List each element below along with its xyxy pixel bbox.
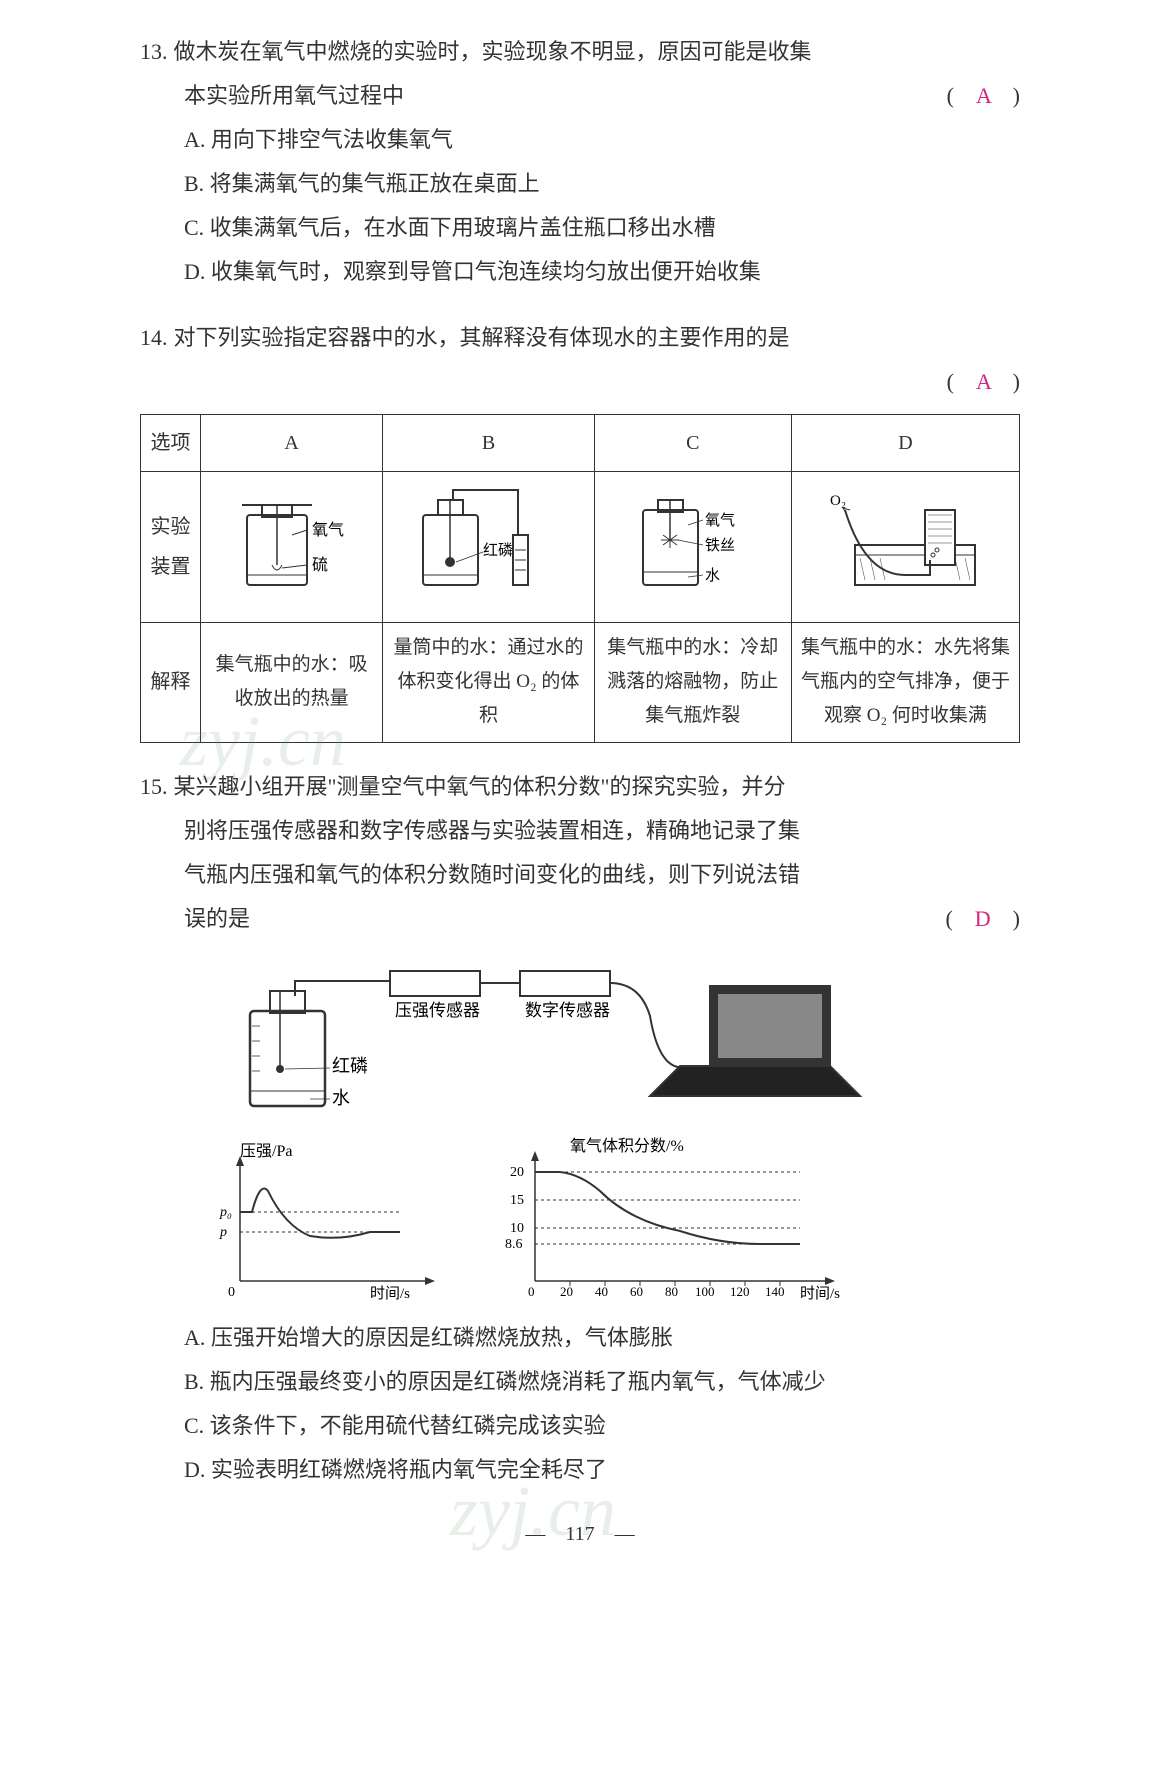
label-iron: 铁丝 — [705, 537, 735, 554]
q15-line1: 某兴趣小组开展"测量空气中氧气的体积分数"的探究实验，并分 — [174, 765, 1021, 809]
q15-choice-d: D. 实验表明红磷燃烧将瓶内氧气完全耗尽了 — [184, 1448, 1020, 1492]
xlabel-time2: 时间/s — [800, 1285, 840, 1302]
explain-d: 集气瓶中的水：水先将集气瓶内的空气排净，便于观察 O₂ 何时收集满 — [791, 623, 1019, 743]
xtick-60: 60 — [630, 1284, 643, 1299]
flask-phosphorus-icon: 红磷 — [398, 480, 578, 600]
q13-line2: 本实验所用氧气过程中 — [184, 74, 404, 118]
diagram-b: 红磷 — [383, 472, 594, 623]
explain-a: 集气瓶中的水：吸收放出的热量 — [201, 623, 383, 743]
label-sulfur: 硫 — [312, 556, 328, 574]
th-d: D — [791, 415, 1019, 472]
table-explanation-row: 解释 集气瓶中的水：吸收放出的热量 量筒中的水：通过水的体积变化得出 O₂ 的体… — [141, 623, 1020, 743]
ylabel-pressure: 压强/Pa — [240, 1143, 292, 1160]
th-a: A — [201, 415, 383, 472]
label-oxygen: 氧气 — [312, 521, 344, 539]
question-14: 14. 对下列实验指定容器中的水，其解释没有体现水的主要作用的是 ( A ) 选… — [140, 316, 1020, 743]
explain-c: 集气瓶中的水：冷却溅落的熔融物，防止集气瓶炸裂 — [594, 623, 791, 743]
th-c: C — [594, 415, 791, 472]
q13-choices: A. 用向下排空气法收集氧气 B. 将集满氧气的集气瓶正放在桌面上 C. 收集满… — [184, 118, 1020, 294]
xtick-0: 0 — [528, 1284, 535, 1299]
xlabel-time1: 时间/s — [370, 1285, 410, 1302]
label-phosphorus: 红磷 — [483, 542, 513, 559]
flask-ironwire-icon: 氧气 铁丝 水 — [613, 480, 773, 600]
th-explain: 解释 — [141, 623, 201, 743]
q13-answer-bracket: ( A ) — [947, 74, 1020, 118]
q15-number: 15. — [140, 765, 168, 809]
label-data-sensor: 数字传感器 — [525, 1001, 610, 1020]
q13-choice-c: C. 收集满氧气后，在水面下用玻璃片盖住瓶口移出水槽 — [184, 206, 1020, 250]
q13-choice-a: A. 用向下排空气法收集氧气 — [184, 118, 1020, 162]
q13-continuation: 本实验所用氧气过程中 ( A ) — [184, 74, 1020, 118]
laptop-icon — [650, 986, 860, 1096]
ytick-15: 15 — [510, 1193, 524, 1208]
q14-answer: A — [976, 369, 991, 394]
q14-text: 对下列实验指定容器中的水，其解释没有体现水的主要作用的是 — [174, 316, 1021, 360]
q15-line4: 误的是 — [184, 897, 250, 941]
q15-answer-bracket: ( D ) — [945, 897, 1020, 941]
q13-line1: 做木炭在氧气中燃烧的实验时，实验现象不明显，原因可能是收集 — [174, 30, 1021, 74]
pressure-chart: 压强/Pa p₀ p 0 时间/s — [190, 1136, 450, 1306]
xtick-20: 20 — [560, 1284, 573, 1299]
oxygen-chart: 氧气体积分数/% 20 15 10 8.6 0 20 40 60 80 100 — [480, 1136, 860, 1306]
xtick-140: 140 — [765, 1284, 785, 1299]
water-collection-icon: O₂ — [815, 480, 995, 600]
q15-answer: D — [975, 906, 991, 931]
q13-number: 13. — [140, 30, 168, 74]
q15-charts: 压强/Pa p₀ p 0 时间/s 氧气体积分数/% — [190, 1136, 890, 1306]
xtick-120: 120 — [730, 1284, 750, 1299]
explain-b: 量筒中的水：通过水的体积变化得出 O₂ 的体积 — [383, 623, 594, 743]
page-number: — 117 — — [140, 1517, 1020, 1546]
table-header-row: 选项 A B C D — [141, 415, 1020, 472]
label-pressure-sensor: 压强传感器 — [395, 1001, 480, 1020]
title-oxygen-fraction: 氧气体积分数/% — [570, 1137, 684, 1155]
q15-line3: 气瓶内压强和氧气的体积分数随时间变化的曲线，则下列说法错 — [184, 853, 1020, 897]
oxygen-chart-svg: 氧气体积分数/% 20 15 10 8.6 0 20 40 60 80 100 — [480, 1136, 860, 1306]
xtick-80: 80 — [665, 1284, 678, 1299]
tick-p: p — [219, 1225, 227, 1240]
xtick-40: 40 — [595, 1284, 608, 1299]
diagram-c: 氧气 铁丝 水 — [594, 472, 791, 623]
q14-stem: 14. 对下列实验指定容器中的水，其解释没有体现水的主要作用的是 — [140, 316, 1020, 360]
origin-label: 0 — [228, 1285, 235, 1300]
tick-p0: p₀ — [219, 1205, 232, 1220]
label-o2: O₂ — [830, 493, 846, 509]
pressure-chart-svg: 压强/Pa p₀ p 0 时间/s — [190, 1136, 450, 1306]
diagram-d: O₂ — [791, 472, 1019, 623]
ytick-20: 20 — [510, 1165, 524, 1180]
ytick-10: 10 — [510, 1221, 524, 1236]
q15-line2: 别将压强传感器和数字传感器与实验装置相连，精确地记录了集 — [184, 809, 1020, 853]
apparatus-svg: 红磷 水 压强传感器 数字传感器 — [190, 956, 890, 1126]
q14-table: 选项 A B C D 实验装置 氧气 硫 — [140, 414, 1020, 743]
question-15: 15. 某兴趣小组开展"测量空气中氧气的体积分数"的探究实验，并分 别将压强传感… — [140, 765, 1020, 1492]
q15-continuation: 误的是 ( D ) — [184, 897, 1020, 941]
flask-sulfur-icon: 氧气 硫 — [212, 480, 372, 600]
q15-stem: 15. 某兴趣小组开展"测量空气中氧气的体积分数"的探究实验，并分 — [140, 765, 1020, 809]
question-13: 13. 做木炭在氧气中燃烧的实验时，实验现象不明显，原因可能是收集 本实验所用氧… — [140, 30, 1020, 294]
th-option: 选项 — [141, 415, 201, 472]
th-apparatus: 实验装置 — [141, 472, 201, 623]
th-b: B — [383, 415, 594, 472]
label-oxygen-c: 氧气 — [705, 512, 735, 529]
q13-answer: A — [976, 83, 991, 108]
ytick-86: 8.6 — [505, 1237, 523, 1252]
q15-choice-b: B. 瓶内压强最终变小的原因是红磷燃烧消耗了瓶内氧气，气体减少 — [184, 1360, 1020, 1404]
table-diagram-row: 实验装置 氧气 硫 — [141, 472, 1020, 623]
q15-choice-c: C. 该条件下，不能用硫代替红磷完成该实验 — [184, 1404, 1020, 1448]
q13-choice-b: B. 将集满氧气的集气瓶正放在桌面上 — [184, 162, 1020, 206]
diagram-a: 氧气 硫 — [201, 472, 383, 623]
q14-answer-line: ( A ) — [184, 360, 1020, 404]
label-water-15: 水 — [332, 1088, 350, 1108]
q14-number: 14. — [140, 316, 168, 360]
q13-stem: 13. 做木炭在氧气中燃烧的实验时，实验现象不明显，原因可能是收集 — [140, 30, 1020, 74]
page-num-value: 117 — [565, 1523, 594, 1545]
xtick-100: 100 — [695, 1284, 715, 1299]
q15-choices: A. 压强开始增大的原因是红磷燃烧放热，气体膨胀 B. 瓶内压强最终变小的原因是… — [184, 1316, 1020, 1492]
q15-apparatus-figure: 红磷 水 压强传感器 数字传感器 — [190, 956, 890, 1126]
q13-choice-d: D. 收集氧气时，观察到导管口气泡连续均匀放出便开始收集 — [184, 250, 1020, 294]
q14-answer-bracket: ( A ) — [947, 369, 1020, 394]
label-water-c: 水 — [705, 567, 720, 584]
spark-icon — [661, 532, 679, 548]
q15-choice-a: A. 压强开始增大的原因是红磷燃烧放热，气体膨胀 — [184, 1316, 1020, 1360]
label-red-p: 红磷 — [332, 1056, 368, 1076]
